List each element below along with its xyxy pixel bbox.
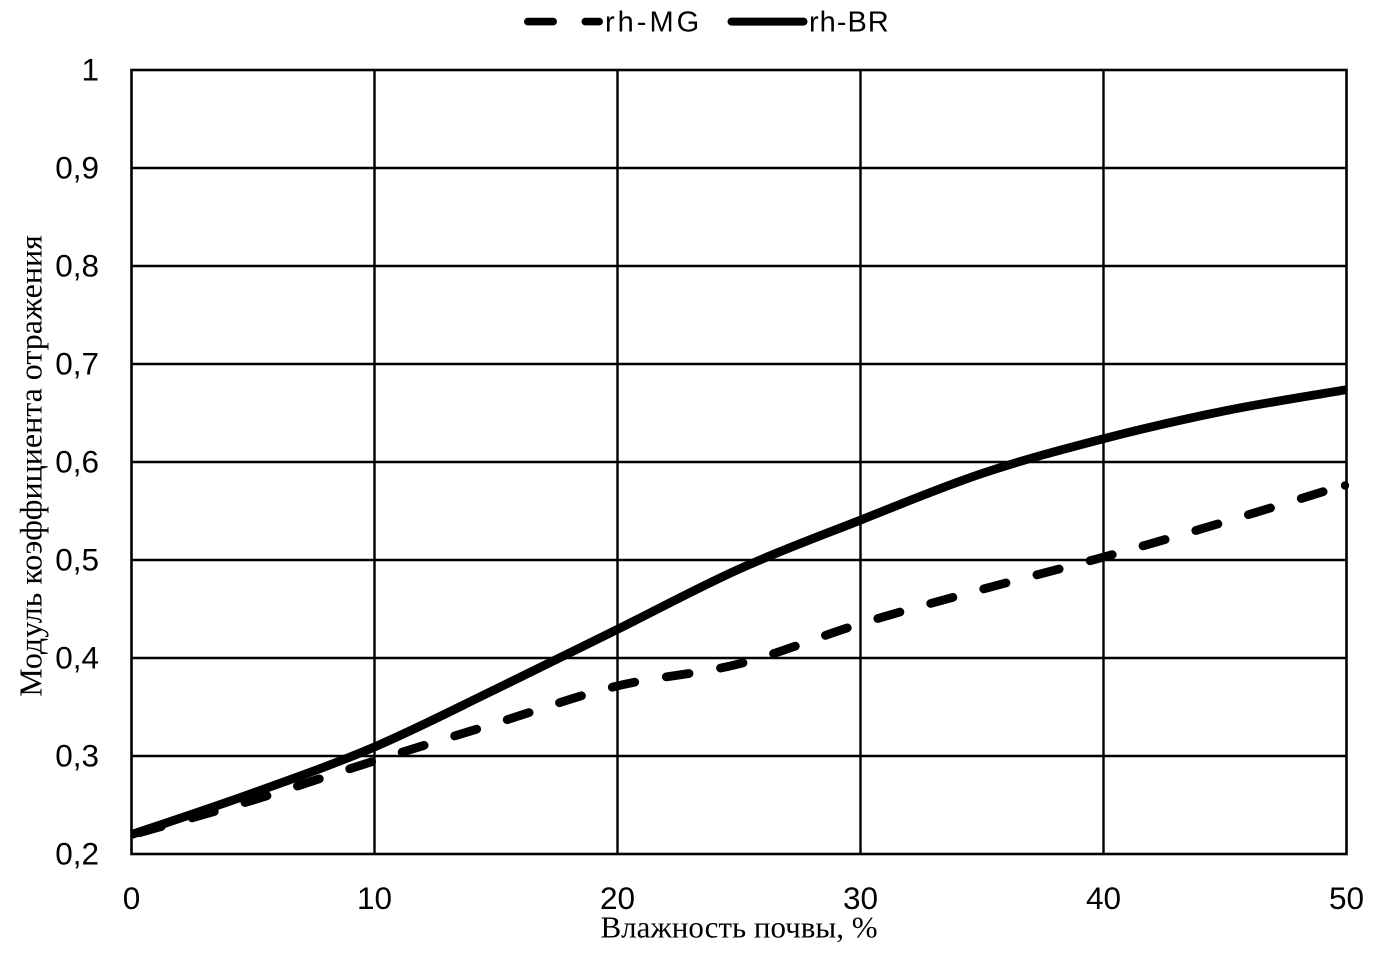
svg-text:rh-MG: rh-MG bbox=[605, 7, 702, 39]
svg-text:rh-BR: rh-BR bbox=[809, 7, 890, 39]
svg-text:50: 50 bbox=[1329, 880, 1364, 916]
svg-text:0,3: 0,3 bbox=[55, 738, 99, 774]
svg-text:0,6: 0,6 bbox=[55, 444, 99, 480]
svg-text:Влажность почвы, %: Влажность почвы, % bbox=[600, 910, 877, 945]
svg-text:30: 30 bbox=[843, 880, 878, 916]
svg-text:1: 1 bbox=[81, 52, 99, 88]
svg-text:Модуль коэффициента отражения: Модуль коэффициента отражения bbox=[13, 235, 49, 697]
svg-text:0,2: 0,2 bbox=[55, 836, 99, 872]
svg-text:10: 10 bbox=[357, 880, 392, 916]
svg-text:0,4: 0,4 bbox=[55, 640, 99, 676]
svg-text:0: 0 bbox=[123, 880, 141, 916]
svg-text:20: 20 bbox=[600, 880, 635, 916]
svg-text:0,9: 0,9 bbox=[55, 150, 99, 186]
svg-text:0,8: 0,8 bbox=[55, 248, 99, 284]
svg-text:0,5: 0,5 bbox=[55, 542, 99, 578]
svg-text:0,7: 0,7 bbox=[55, 346, 99, 382]
svg-text:40: 40 bbox=[1086, 880, 1121, 916]
